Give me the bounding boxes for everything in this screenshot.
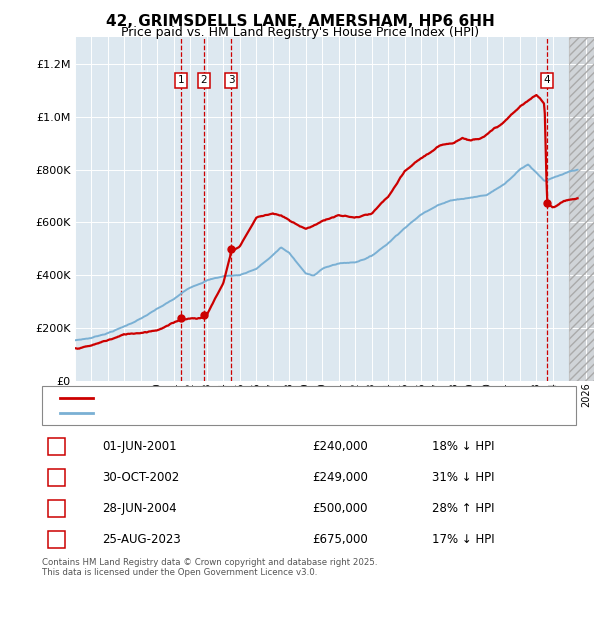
Text: 17% ↓ HPI: 17% ↓ HPI [432, 533, 494, 546]
Text: 2: 2 [53, 472, 60, 482]
Text: £500,000: £500,000 [312, 502, 367, 515]
Text: 42, GRIMSDELLS LANE, AMERSHAM, HP6 6HH: 42, GRIMSDELLS LANE, AMERSHAM, HP6 6HH [106, 14, 494, 29]
Text: 18% ↓ HPI: 18% ↓ HPI [432, 440, 494, 453]
Text: 4: 4 [53, 534, 60, 544]
Text: 42, GRIMSDELLS LANE, AMERSHAM, HP6 6HH (detached house): 42, GRIMSDELLS LANE, AMERSHAM, HP6 6HH (… [99, 393, 430, 403]
Text: 28-JUN-2004: 28-JUN-2004 [102, 502, 176, 515]
Text: £240,000: £240,000 [312, 440, 368, 453]
Text: 3: 3 [228, 75, 235, 85]
Text: 25-AUG-2023: 25-AUG-2023 [102, 533, 181, 546]
Bar [569, 37, 600, 381]
Text: 2: 2 [200, 75, 208, 85]
Text: £249,000: £249,000 [312, 471, 368, 484]
Text: Price paid vs. HM Land Registry's House Price Index (HPI): Price paid vs. HM Land Registry's House … [121, 26, 479, 39]
Text: Contains HM Land Registry data © Crown copyright and database right 2025.
This d: Contains HM Land Registry data © Crown c… [42, 558, 377, 577]
Text: 3: 3 [53, 503, 60, 513]
Text: 30-OCT-2002: 30-OCT-2002 [102, 471, 179, 484]
Text: 28% ↑ HPI: 28% ↑ HPI [432, 502, 494, 515]
Text: 31% ↓ HPI: 31% ↓ HPI [432, 471, 494, 484]
Text: 01-JUN-2001: 01-JUN-2001 [102, 440, 176, 453]
Text: 4: 4 [544, 75, 550, 85]
Bar [569, 37, 600, 381]
Text: 1: 1 [53, 441, 60, 451]
Text: HPI: Average price, detached house, Buckinghamshire: HPI: Average price, detached house, Buck… [99, 408, 383, 418]
Text: £675,000: £675,000 [312, 533, 368, 546]
Text: 1: 1 [178, 75, 184, 85]
